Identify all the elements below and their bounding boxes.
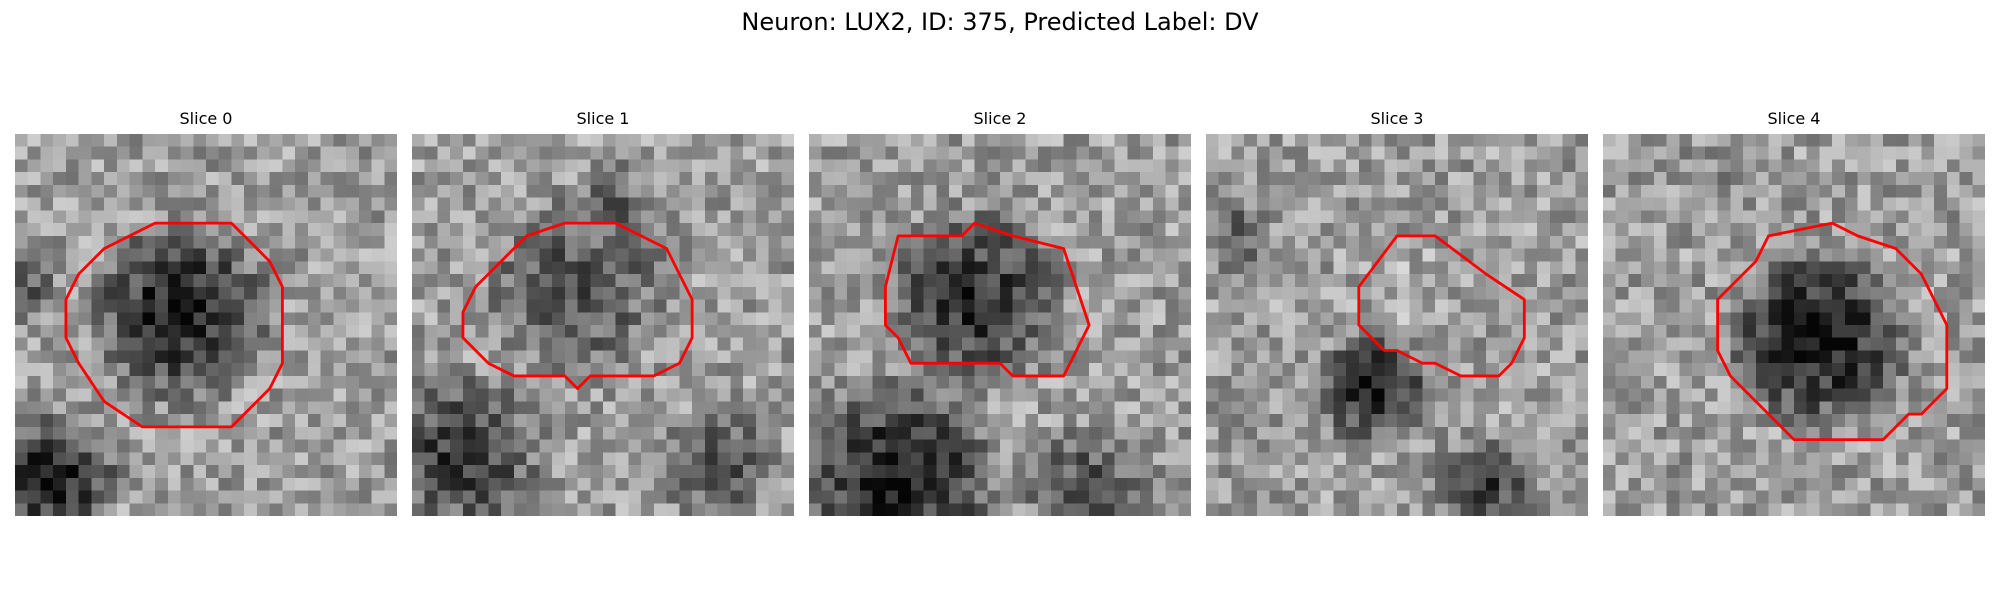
slice-title: Slice 4 xyxy=(1767,109,1821,128)
slice-panel: Slice 3 xyxy=(1206,108,1588,520)
slice-panel: Slice 0 xyxy=(15,108,397,520)
slice-title: Slice 0 xyxy=(179,109,233,128)
slice-title: Slice 3 xyxy=(1370,109,1424,128)
slice-image xyxy=(809,134,1191,516)
grayscale-pixels xyxy=(15,134,397,516)
slice-image xyxy=(15,134,397,516)
mask-contour xyxy=(1357,234,1526,378)
mask-contour xyxy=(1716,221,1949,442)
slice-title: Slice 1 xyxy=(576,109,630,128)
grayscale-pixels xyxy=(809,134,1191,516)
slice-title: Slice 2 xyxy=(973,109,1027,128)
slice-panel: Slice 4 xyxy=(1603,108,1985,520)
mask-contour xyxy=(64,221,284,429)
figure-title: Neuron: LUX2, ID: 375, Predicted Label: … xyxy=(741,8,1259,36)
grayscale-pixels xyxy=(1603,134,1985,516)
slice-image xyxy=(412,134,794,516)
grayscale-pixels xyxy=(412,134,794,516)
slice-panel: Slice 2 xyxy=(809,108,1191,520)
slice-panel: Slice 1 xyxy=(412,108,794,520)
grayscale-pixels xyxy=(1206,134,1588,516)
slice-image xyxy=(1603,134,1985,516)
mask-contour xyxy=(883,221,1091,378)
slice-image xyxy=(1206,134,1588,516)
mask-contour xyxy=(461,221,694,391)
